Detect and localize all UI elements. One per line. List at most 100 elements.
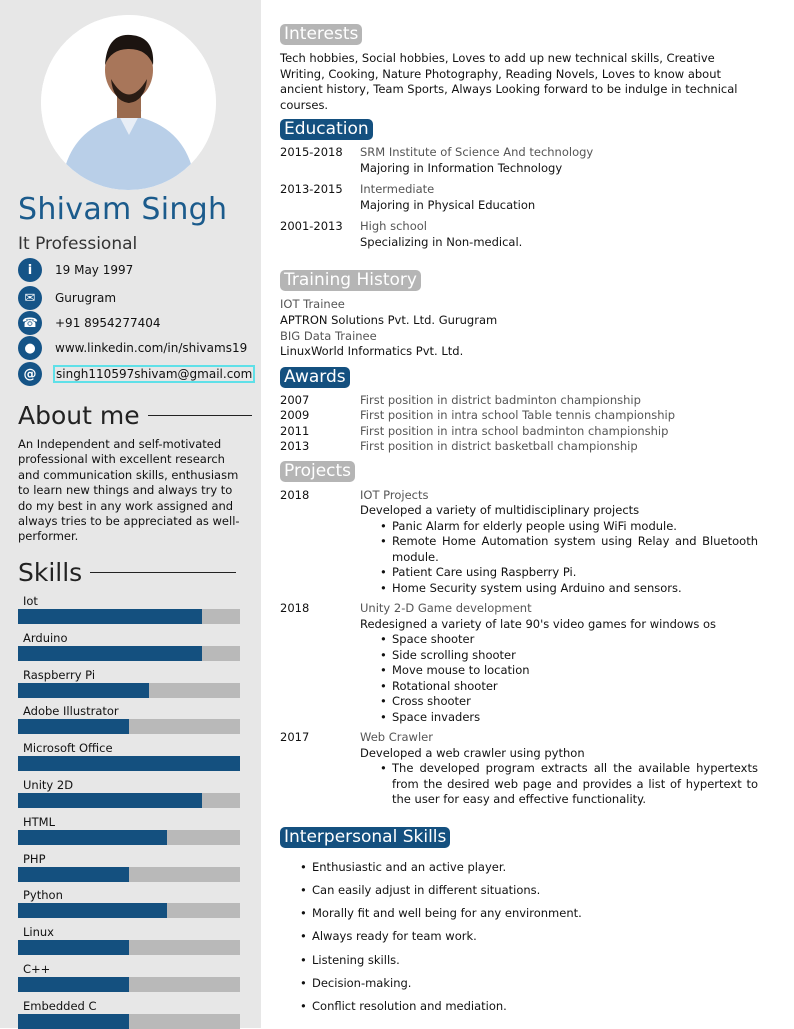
skill-bar-fill	[18, 682, 149, 698]
education-years: 2013-2015	[280, 182, 343, 197]
project-bullet: Space invaders	[380, 710, 758, 726]
skill-bar-fill	[18, 719, 129, 735]
skill-name: Adobe Illustrator	[23, 704, 119, 719]
skill-item: Iot	[18, 594, 240, 624]
skill-item: Unity 2D	[18, 778, 240, 808]
award-year: 2009	[280, 408, 310, 423]
skill-item: Python	[18, 888, 240, 919]
skill-bar-fill	[18, 977, 129, 992]
linkedin-link-text[interactable]: www.linkedin.com/in/shivams19	[55, 341, 248, 355]
project-item: 2018 IOT Projects Developed a variety of m…	[280, 488, 758, 597]
skill-item: Raspberry Pi	[18, 668, 240, 698]
education-item: 2001-2013 High school Specializing in Non-…	[280, 219, 758, 250]
award-item: 2007 First position in district badminton…	[280, 393, 758, 409]
skills-heading: Skills	[18, 558, 237, 587]
interests-text: Tech hobbies, Social hobbies, Loves to a…	[280, 51, 738, 112]
interpersonal-heading: Interpersonal Skills	[280, 826, 451, 848]
at-icon: @	[18, 362, 42, 386]
project-desc: Developed a web crawler using python	[360, 745, 585, 760]
interpersonal-item: Can easily adjust in different situation…	[300, 879, 758, 902]
project-bullet: Side scrolling shooter	[380, 648, 758, 664]
award-year: 2011	[280, 423, 310, 438]
skill-bar	[18, 977, 240, 992]
phone-icon: ☎	[18, 311, 42, 335]
skill-bar	[18, 1013, 240, 1029]
main-content: Interests Tech hobbies, Social hobbies, …	[280, 24, 758, 1018]
skill-bar-fill	[18, 793, 203, 808]
contact-email-link[interactable]: @ singh110597shivam@gmail.com	[18, 362, 256, 386]
interpersonal-item: Listening skills.	[300, 949, 758, 972]
skill-name: Iot	[23, 594, 38, 608]
education-details: High school Specializing in Non-medical.	[360, 219, 522, 250]
skill-bar-fill	[18, 940, 129, 956]
skill-item: Embedded C	[18, 999, 240, 1029]
award-year: 2013	[280, 439, 310, 454]
about-text: An Independent and self-motivated profes…	[18, 437, 240, 544]
project-bullet: The developed program extracts all the a…	[380, 761, 758, 808]
skill-bar	[18, 719, 240, 735]
training-role: IOT Trainee	[280, 297, 345, 312]
project-bullet: Home Security system using Arduino and s…	[380, 581, 758, 597]
skill-item: Microsoft Office	[18, 741, 240, 772]
interpersonal-item: Always ready for team work.	[300, 925, 758, 948]
skill-bar	[18, 682, 240, 698]
skill-bar	[18, 829, 240, 845]
project-bullet: Panic Alarm for elderly people using WiF…	[380, 519, 758, 535]
project-details: IOT Projects Developed a variety of multi…	[360, 488, 758, 597]
skill-item: PHP	[18, 852, 240, 882]
birthdate-text: 19 May 1997	[55, 263, 134, 277]
skill-name: PHP	[23, 851, 46, 866]
contact-location: ✉ Gurugram	[18, 286, 116, 310]
education-detail: Majoring in Information Technology	[360, 160, 563, 175]
education-details: SRM Institute of Science And technology M…	[360, 145, 593, 176]
skill-name: HTML	[23, 814, 56, 829]
skill-bar-fill	[18, 609, 203, 624]
skill-item: Linux	[18, 925, 240, 956]
skill-bar	[18, 645, 240, 661]
email-link-text[interactable]: singh110597shivam@gmail.com	[53, 365, 256, 383]
divider	[90, 571, 237, 574]
award-text: First position in intra school Table ten…	[360, 408, 676, 423]
education-detail: Specializing in Non-medical.	[360, 234, 523, 249]
project-bullet: Move mouse to location	[380, 663, 758, 679]
skill-bar	[18, 940, 240, 956]
skill-bar	[18, 609, 240, 624]
contact-linkedin-link[interactable]: ● www.linkedin.com/in/shivams19	[18, 336, 247, 360]
skill-bar	[18, 793, 240, 808]
info-icon: i	[18, 258, 42, 282]
project-bullets: Panic Alarm for elderly people using WiF…	[380, 519, 758, 597]
award-item: 2011 First position in intra school badmi…	[280, 424, 758, 440]
skill-bar-fill	[18, 756, 240, 772]
skill-item: C++	[18, 962, 240, 992]
training-org: LinuxWorld Informatics Pvt. Ltd.	[280, 344, 464, 359]
skill-bar-fill	[18, 645, 203, 661]
envelope-icon: ✉	[18, 286, 42, 310]
skill-item: Adobe Illustrator	[18, 704, 240, 735]
project-desc: Redesigned a variety of late 90's video …	[360, 616, 717, 631]
contact-birthdate: i 19 May 1997	[18, 258, 133, 282]
skill-item: Arduino	[18, 631, 240, 661]
education-school: High school	[360, 219, 427, 234]
education-school: Intermediate	[360, 182, 435, 197]
skill-name: Python	[23, 888, 63, 903]
about-heading-text: About me	[18, 401, 140, 430]
skill-bar-fill	[18, 866, 129, 882]
project-details: Unity 2-D Game development Redesigned a v…	[360, 601, 758, 725]
project-bullet: Patient Care using Raspberry Pi.	[380, 565, 758, 581]
award-year: 2007	[280, 392, 310, 407]
skill-name: Raspberry Pi	[23, 667, 96, 682]
location-text: Gurugram	[55, 291, 117, 305]
project-bullets: Space shooterSide scrolling shooterMove …	[380, 632, 758, 725]
training-role: BIG Data Trainee	[280, 328, 377, 343]
education-detail: Majoring in Physical Education	[360, 197, 536, 212]
project-details: Web Crawler Developed a web crawler using…	[360, 730, 758, 808]
education-item: 2013-2015 Intermediate Majoring in Physica…	[280, 182, 758, 213]
skill-name: C++	[23, 962, 51, 976]
project-title: Unity 2-D Game development	[360, 601, 532, 616]
sidebar: Shivam Singh It Professional i 19 May 199…	[0, 0, 261, 1029]
contact-phone: ☎ +91 8954277404	[18, 311, 161, 335]
project-bullet: Cross shooter	[380, 694, 758, 710]
profile-photo	[41, 15, 216, 190]
skill-bar-fill	[18, 829, 167, 845]
award-item: 2013 First position in district basketbal…	[280, 439, 758, 455]
